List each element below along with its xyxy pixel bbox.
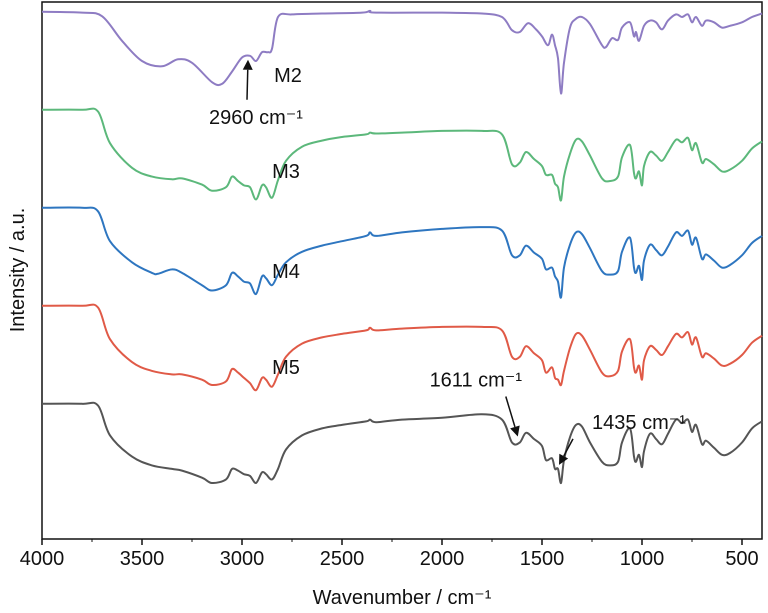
series-label-m4: M4 [272,261,300,283]
annotation-label: 1611 cm⁻¹ [430,369,523,391]
series-label-m5: M5 [272,357,300,379]
x-axis: 4000 3500 3000 2500 2000 1500 1000 500 [20,539,759,570]
annotation-arrow-head [510,425,520,437]
annotation-arrow-head [559,453,569,465]
annotation-label: 1435 cm⁻¹ [592,412,686,434]
annotation-arrow-line [563,438,574,457]
series-label-m2: M2 [274,65,302,87]
x-axis-label: Wavenumber / cm⁻¹ [313,587,492,609]
series-line-m3 [41,206,763,299]
x-tick-label: 1500 [520,548,565,570]
x-tick-label: 3500 [120,548,165,570]
x-tick-label: 2500 [320,548,365,570]
x-tick-label: 500 [725,548,758,570]
annotations: 2960 cm⁻¹ 1611 cm⁻¹ 1435 cm⁻¹ [209,59,686,465]
series-layer [41,9,763,485]
x-tick-label: 1000 [620,548,665,570]
series-line-m2 [41,107,763,202]
series-line-m5 [41,401,763,485]
series-label-m3: M3 [272,161,300,183]
annotation-arrow-line [246,69,249,100]
x-tick-label: 4000 [20,548,65,570]
annotation-label: 2960 cm⁻¹ [209,107,303,129]
plot-frame [41,1,763,540]
x-tick-label: 2000 [420,548,465,570]
y-axis-label: Intensity / a.u. [7,208,29,333]
annotation-arrow-head [242,59,253,70]
series-labels: M0M2M3M4M5 [272,65,302,379]
x-tick-label: 3000 [220,548,265,570]
series-line-m0 [41,9,763,95]
annotation-arrow-line [505,396,516,428]
series-line-m4 [41,303,763,392]
